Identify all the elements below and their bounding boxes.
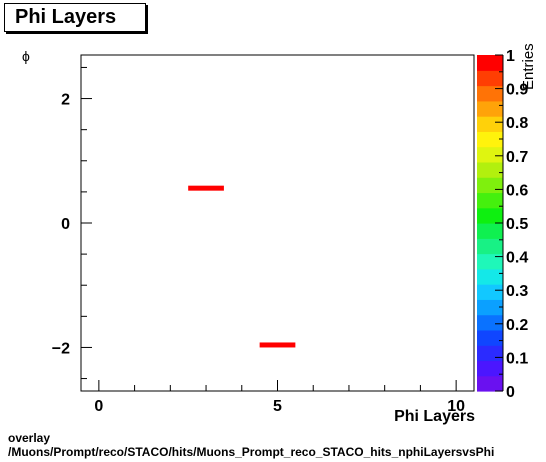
y-tick-label: −2 [52,340,70,357]
palette-tick-label: 0.8 [506,115,528,132]
palette-tick-label: 0.7 [506,149,528,166]
palette-cell [477,314,503,331]
palette-cell [477,268,503,285]
palette-cell [477,131,503,148]
heatmap-bin-0 [188,185,224,191]
palette-tick-label: 1 [506,48,515,65]
palette-cell [477,284,503,300]
palette-tick-label: 0.5 [506,216,528,233]
palette-cell [477,100,503,117]
palette-cell [477,192,503,209]
palette-cell [477,116,503,132]
palette-cell [477,177,503,194]
footer-line-2: /Muons/Prompt/reco/STACO/hits/Muons_Prom… [8,445,495,459]
palette-cell [477,299,503,316]
palette-cell [477,345,503,362]
palette-cell [477,146,503,163]
palette-tick-label: 0.6 [506,182,528,199]
palette-tick-label: 0.2 [506,317,528,334]
palette-cell [477,329,503,346]
palette-cell [477,223,503,239]
palette-tick-label: 0.4 [506,250,528,267]
palette-cell [477,253,503,270]
palette-cell [477,85,503,102]
palette-cell [477,238,503,255]
x-tick-label: 0 [94,398,103,415]
y-tick-label: 2 [61,92,70,109]
palette-tick-label: 0.1 [506,350,528,367]
palette-cell [477,55,503,71]
palette-cell [477,360,503,377]
y-axis-title: ϕ [22,48,30,64]
x-tick-label: 5 [273,398,282,415]
x-tick-label: 10 [447,398,465,415]
z-axis-title: Entries [520,43,537,90]
plot-frame [80,54,475,392]
palette-tick-label: 0 [506,384,515,401]
palette-cell [477,375,503,392]
palette-tick-label: 0.9 [506,82,528,99]
chart-title: Phi Layers [4,3,146,32]
palette-cell [477,70,503,87]
palette-tick-label: 0.3 [506,283,528,300]
y-tick-label: 0 [61,216,70,233]
palette-cell [477,161,503,178]
footer-line-1: overlay [8,431,51,445]
heatmap-bin-1 [259,342,296,348]
x-axis-title: Phi Layers [394,408,475,425]
palette-cell [477,207,503,224]
